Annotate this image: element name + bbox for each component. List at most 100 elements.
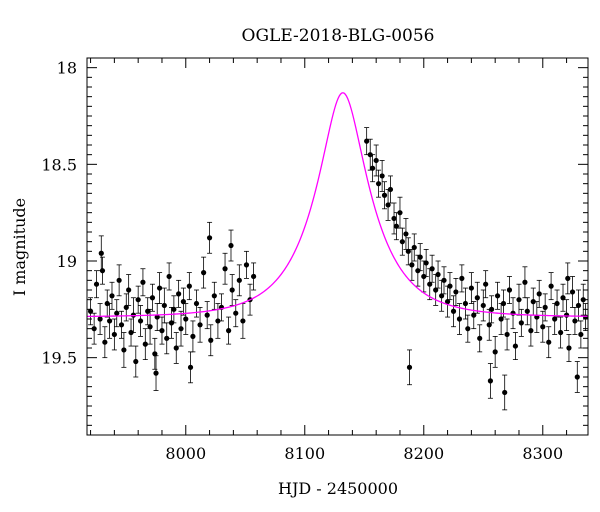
data-point [572,306,578,335]
data-point [204,301,210,330]
data-point [506,276,513,304]
data-point [504,318,510,351]
data-point [211,281,217,310]
data-point [152,337,158,370]
y-axis: 18 18.5 19 19.5 [41,57,588,436]
data-point [145,297,151,326]
data-point [480,289,486,322]
data-point [534,301,540,333]
y-tick-label: 19.5 [41,349,77,368]
data-point [156,272,163,304]
data-point [542,293,548,322]
data-point [201,256,207,289]
data-point [500,289,507,318]
y-tick-label: 19 [57,252,77,271]
x-tick-label: 8000 [165,444,206,463]
data-point [137,305,144,337]
data-point [243,250,250,279]
data-point [229,274,235,306]
data-point [135,285,141,314]
data-point [183,303,189,335]
data-point [385,189,391,221]
data-point [98,235,104,272]
data-point [381,181,388,210]
data-point [397,196,403,229]
y-tick-label: 18.5 [41,155,77,174]
data-point [439,279,445,312]
data-point [154,303,160,332]
data-point [208,324,214,357]
data-point [522,266,528,299]
data-point [153,355,159,391]
data-point [411,233,417,262]
model-curve [87,92,588,318]
data-point [187,351,194,384]
data-point [178,310,184,347]
data-point [429,254,435,283]
data-point [375,169,382,198]
data-point [140,268,146,297]
data-point [492,335,498,368]
data-point [540,310,546,343]
data-point [370,154,376,183]
x-axis-label: HJD - 2450000 [278,479,398,498]
x-tick-label: 8300 [522,444,563,463]
data-point [387,175,394,204]
data-point [450,295,457,328]
data-point [574,361,580,393]
data-point [483,270,489,299]
data-point [164,322,170,355]
data-point [399,227,405,256]
data-point [489,295,495,324]
data-point [502,374,508,411]
data-point [417,243,423,272]
data-point [142,328,148,361]
data-point [373,144,379,177]
x-tick-label: 8200 [403,444,444,463]
data-point [474,281,480,314]
data-point [558,316,564,349]
data-point [563,299,570,332]
data-point [97,303,103,335]
data-point [121,332,127,368]
data-point [524,297,530,326]
data-point [453,277,459,306]
data-point [487,363,494,399]
data-point [565,262,571,295]
data-point [444,285,451,318]
data-point [447,272,453,301]
data-point [406,349,413,386]
data-point [554,289,560,318]
y-axis-label: I magnitude [10,198,29,296]
data-point [468,272,474,304]
data-point [228,229,234,262]
data-point [171,295,177,324]
data-point [456,303,463,335]
plot-frame [86,57,589,436]
data-point [403,218,409,250]
data-point [109,281,115,310]
data-point [391,202,397,235]
data-point [159,316,165,345]
data-point [560,283,566,312]
data-point [102,326,108,359]
data-point [218,293,225,322]
data-point [548,272,554,301]
data-point [435,260,441,289]
data-point [409,248,415,281]
data-point [379,160,385,192]
data-point [518,308,524,337]
data-point [206,221,213,254]
data-point [251,262,257,291]
data-point [123,293,129,322]
plot-area [87,92,588,411]
data-point [477,324,483,353]
data-point [233,299,239,328]
data-point [494,281,501,310]
data-point [583,303,588,332]
data-point [393,212,400,241]
data-point [166,262,172,291]
data-point [226,316,232,345]
data-point [569,276,576,308]
